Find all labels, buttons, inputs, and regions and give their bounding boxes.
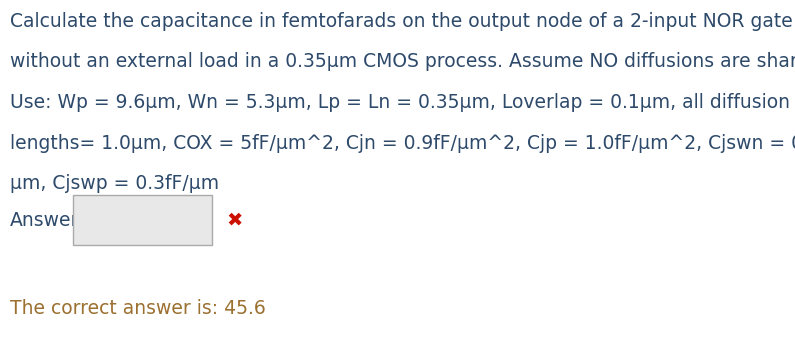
FancyBboxPatch shape bbox=[73, 195, 212, 245]
Text: ✖: ✖ bbox=[227, 211, 243, 230]
Text: Answer:: Answer: bbox=[10, 211, 86, 230]
Text: Use: Wp = 9.6μm, Wn = 5.3μm, Lp = Ln = 0.35μm, Loverlap = 0.1μm, all diffusion: Use: Wp = 9.6μm, Wn = 5.3μm, Lp = Ln = 0… bbox=[10, 93, 790, 112]
Text: without an external load in a 0.35μm CMOS process. Assume NO diffusions are shar: without an external load in a 0.35μm CMO… bbox=[10, 52, 795, 71]
Text: μm, Cjswp = 0.3fF/μm: μm, Cjswp = 0.3fF/μm bbox=[10, 174, 219, 193]
Text: lengths= 1.0μm, COX = 5fF/μm^2, Cjn = 0.9fF/μm^2, Cjp = 1.0fF/μm^2, Cjswn = 0.2f: lengths= 1.0μm, COX = 5fF/μm^2, Cjn = 0.… bbox=[10, 134, 795, 153]
Text: Calculate the capacitance in femtofarads on the output node of a 2-input NOR gat: Calculate the capacitance in femtofarads… bbox=[10, 12, 793, 31]
Text: The correct answer is: 45.6: The correct answer is: 45.6 bbox=[10, 299, 266, 318]
